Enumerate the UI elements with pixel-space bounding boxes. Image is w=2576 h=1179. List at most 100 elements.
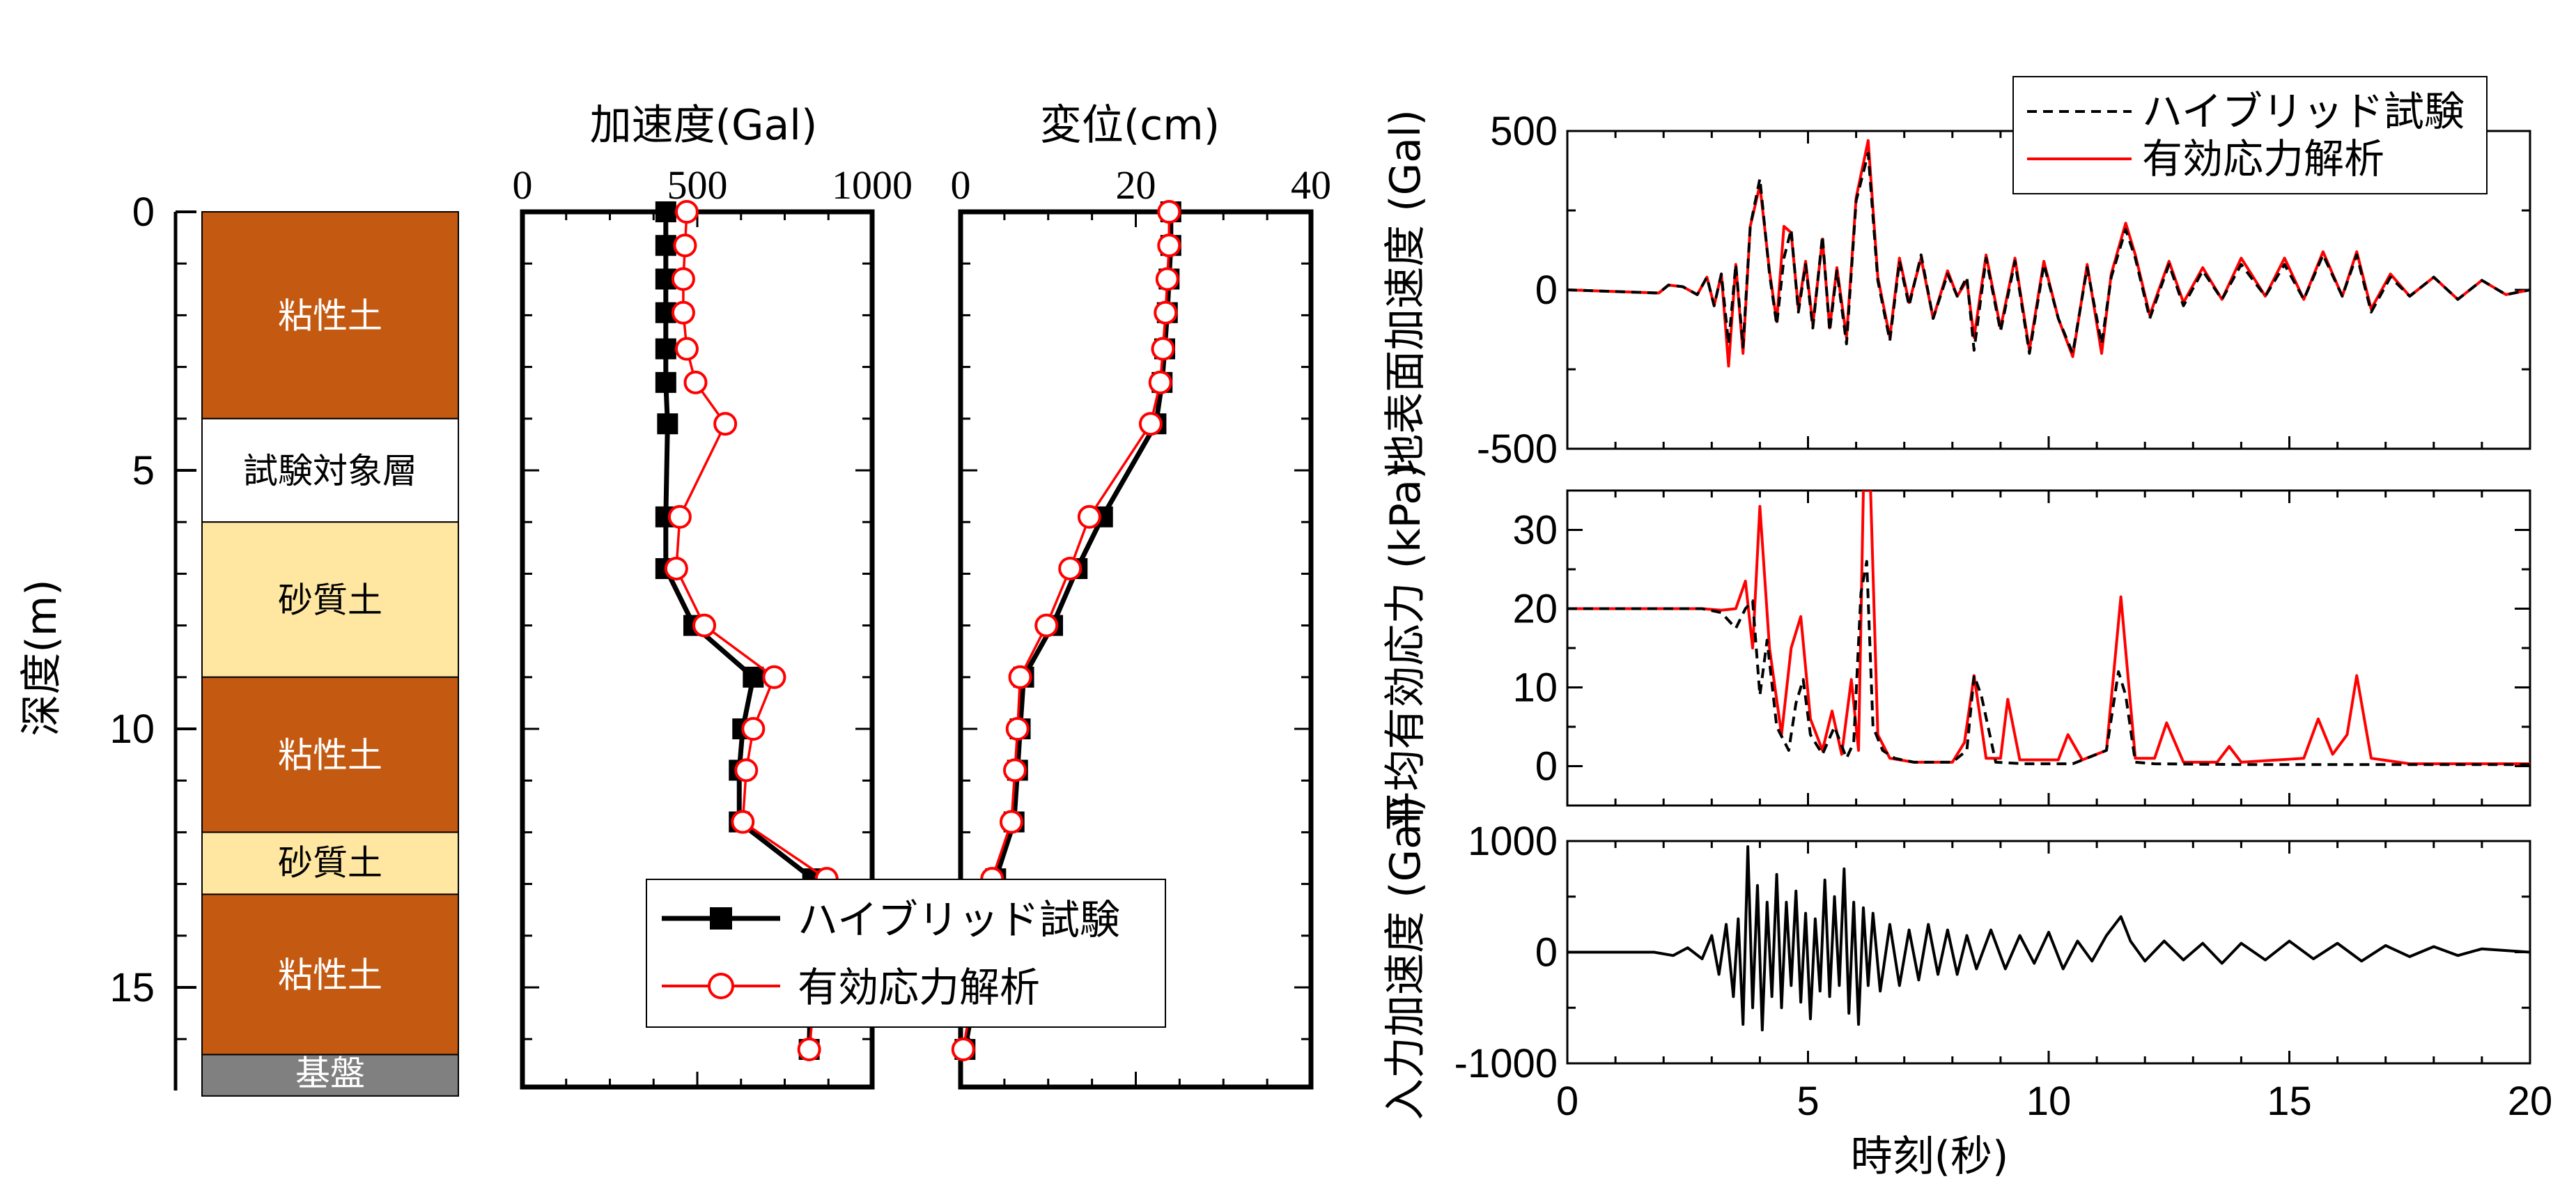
effective-point <box>951 1038 975 1062</box>
depth-tick-label: 15 <box>109 965 155 1010</box>
soil-layer-clay <box>201 893 459 1056</box>
effective-point <box>1002 758 1027 783</box>
hybrid-point <box>655 201 676 222</box>
series-hybrid-line <box>663 212 816 1050</box>
soil-layer-label: 粘性土 <box>278 955 382 995</box>
depth-tick-label: 0 <box>132 190 155 235</box>
y-tick-label: 0 <box>1535 930 1558 976</box>
x-tick-label: 5 <box>1797 1079 1819 1124</box>
hybrid-point <box>657 413 678 435</box>
series-effective-line <box>962 212 1171 1050</box>
y-tick-label: 0 <box>1535 268 1558 313</box>
timehist-legend-hybrid-label: ハイブリッド試験 <box>2142 88 2465 135</box>
timehist-legend: ハイブリッド試験 有効応力解析 <box>2012 76 2488 194</box>
depth-axis-label: 深度(m) <box>17 579 66 736</box>
effective-point <box>671 300 695 325</box>
effective-point <box>1138 412 1163 436</box>
time-xlabel: 時刻(秒) <box>1851 1132 2009 1179</box>
effective-point <box>1157 200 1181 224</box>
series-hybrid-line <box>1567 560 2530 766</box>
soil-layer-sand <box>201 521 459 678</box>
x-tick-label: 0 <box>513 162 533 208</box>
mean-stress-ylabel: 平均有効応力 (kPa) <box>1381 463 1430 833</box>
effective-point <box>1157 233 1181 258</box>
plot-frame <box>1566 489 2531 807</box>
soil-layer-label: 砂質土 <box>278 580 382 621</box>
effective-point <box>667 504 692 529</box>
x-tick-label: 10 <box>2026 1079 2072 1124</box>
y-tick-label: 0 <box>1535 744 1558 789</box>
soil-layer-label: 試験対象層 <box>243 451 417 491</box>
soil-layer-label: 粘性土 <box>278 295 382 336</box>
series-hybrid-line <box>1567 151 2530 355</box>
input-accel-ylabel: 入力加速度 (Gal) <box>1381 796 1430 1120</box>
effective-point <box>1058 556 1083 580</box>
effective-point <box>713 412 738 436</box>
effective-point <box>999 810 1023 834</box>
series-effective-line <box>1567 491 2530 766</box>
surface-accel-ylabel: 地表面加速度 (Gal) <box>1381 109 1430 476</box>
effective-point <box>797 1038 821 1062</box>
x-tick-label: 20 <box>1116 162 1156 208</box>
soil-layer-target <box>201 417 459 523</box>
effective-point <box>734 758 759 783</box>
legend-hybrid-marker <box>710 907 732 930</box>
soil-layer-label: 砂質土 <box>278 842 382 883</box>
legend-hybrid-label: ハイブリッド試験 <box>798 896 1120 943</box>
legend-effective-label: 有効応力解析 <box>798 964 1040 1011</box>
timehist-legend-effective-label: 有効応力解析 <box>2142 135 2384 183</box>
series-hybrid-line <box>962 212 1174 1050</box>
profile-legend-box <box>646 879 1166 1028</box>
depth-tick-label: 5 <box>132 448 155 493</box>
effective-point <box>664 556 688 580</box>
effective-point <box>1034 613 1059 638</box>
effective-point <box>762 665 786 689</box>
timehist-legend-box <box>2012 76 2488 194</box>
disp-profile-title: 変位(cm) <box>1040 101 1220 150</box>
y-tick-label: 10 <box>1512 665 1558 711</box>
x-tick-label: 500 <box>667 162 728 208</box>
effective-point <box>741 717 766 741</box>
hybrid-point <box>655 371 676 393</box>
soil-layer-label: 基盤 <box>295 1054 365 1094</box>
plot-frame <box>1566 840 2531 1065</box>
effective-point <box>674 200 699 224</box>
accel-profile-title: 加速度(Gal) <box>590 101 818 150</box>
y-tick-label: 20 <box>1512 587 1558 632</box>
y-tick-label: -500 <box>1477 426 1558 472</box>
soil-layer-label: 粘性土 <box>278 735 382 776</box>
effective-point <box>673 233 697 258</box>
y-tick-label: 1000 <box>1468 819 1558 864</box>
effective-point <box>671 267 695 291</box>
x-tick-label: 1000 <box>832 162 913 208</box>
y-tick-label: -1000 <box>1454 1041 1558 1086</box>
y-tick-label: 500 <box>1490 109 1558 154</box>
effective-point <box>1008 665 1032 689</box>
x-tick-label: 20 <box>2508 1079 2553 1124</box>
effective-point <box>1077 504 1101 529</box>
x-tick-label: 0 <box>951 162 971 208</box>
effective-point <box>731 810 755 834</box>
series-effective-line <box>675 211 828 1050</box>
profile-legend: ハイブリッド試験 有効応力解析 <box>646 879 1166 1028</box>
y-tick-label: 30 <box>1512 508 1558 553</box>
soil-layer-clay <box>201 211 459 419</box>
mean-stress-chart: 30 20 10 0 <box>1512 489 2531 807</box>
legend-effective-marker <box>708 973 734 999</box>
effective-point <box>1151 337 1175 361</box>
effective-point <box>692 613 717 638</box>
hybrid-point <box>743 666 764 688</box>
x-tick-label: 40 <box>1291 162 1331 208</box>
soil-layer-clay <box>201 676 459 833</box>
hybrid-point <box>655 338 676 360</box>
soil-layer-base <box>201 1054 459 1097</box>
effective-point <box>1155 267 1179 291</box>
effective-point <box>674 337 699 361</box>
depth-ticks: 0 5 10 15 <box>109 190 196 1040</box>
x-tick-label: 0 <box>1556 1079 1578 1124</box>
surface-accel-chart: 500 0 -500 <box>1477 109 2531 472</box>
input-accel-line <box>1567 845 2530 1032</box>
